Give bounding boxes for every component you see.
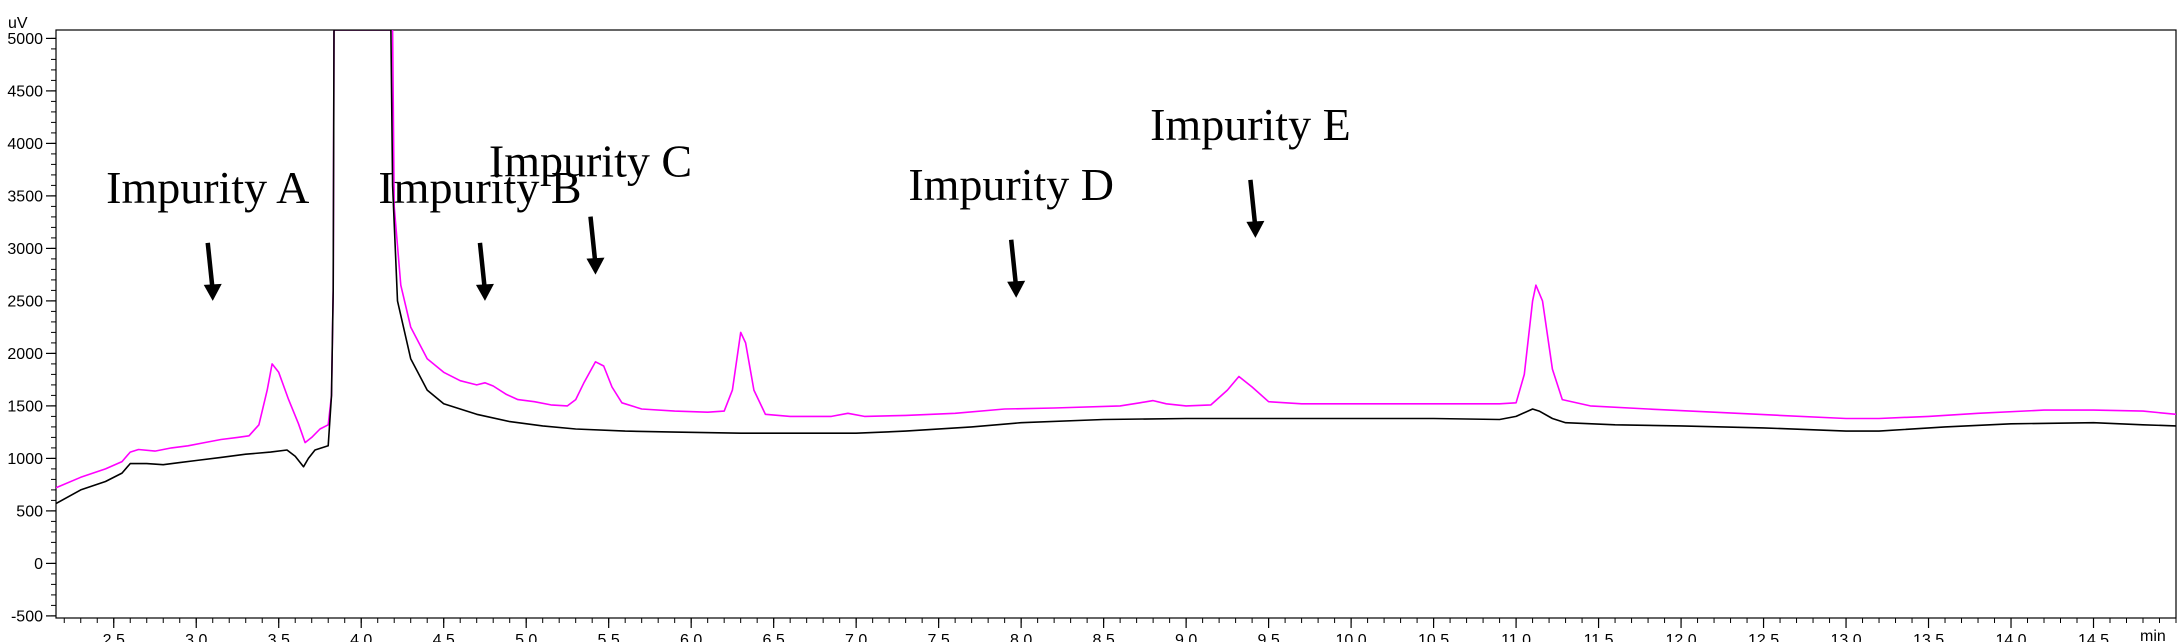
x-tick-label: 12.0 — [1665, 632, 1696, 642]
y-tick-label: 5000 — [7, 31, 43, 48]
plot-area: 2.5 3.0 3.5 4.0 4.5 5.0 5.5 6.0 6.5 7.0 7.5 8.0 8.5 9… — [7, 29, 2177, 642]
annotation-arrow-shaft — [1248, 179, 1258, 229]
x-tick-label: 14.0 — [1995, 632, 2026, 642]
y-tick-label: 4000 — [7, 136, 43, 153]
annotation-arrow-shaft — [205, 242, 215, 292]
sample-trace — [56, 30, 2176, 489]
x-tick-label: 10.0 — [1336, 632, 1367, 642]
plot-frame — [55, 29, 2177, 619]
x-tick-label: 11.5 — [1584, 632, 1614, 642]
x-tick-label: 7.0 — [845, 632, 867, 642]
y-tick-label: 1000 — [7, 451, 43, 468]
y-tick-label: 2000 — [7, 346, 43, 363]
y-tick-label: 500 — [16, 503, 43, 520]
x-tick-label: 4.5 — [433, 632, 455, 642]
x-tick-label: 9.0 — [1175, 632, 1197, 642]
annotation-arrow-shaft — [477, 242, 488, 292]
x-tick-label: 8.0 — [1010, 632, 1032, 642]
x-tick-label: 7.5 — [928, 632, 950, 642]
blank-trace — [56, 30, 2176, 505]
annotation-arrow-head — [586, 257, 605, 275]
annotation-arrow-head — [1007, 280, 1026, 298]
x-tick-label: 5.5 — [598, 632, 620, 642]
x-tick-label: 14.5 — [2078, 632, 2109, 642]
x-tick-label: 6.5 — [763, 632, 785, 642]
annotation-label: Impurity C — [489, 136, 692, 187]
annotation-arrow-head — [1246, 220, 1265, 238]
x-tick-label: 10.5 — [1418, 632, 1449, 642]
x-unit-label: min — [2140, 628, 2166, 642]
y-tick-label: 1500 — [7, 398, 43, 415]
y-tick-label: 3500 — [7, 188, 43, 205]
x-tick-label: 3.0 — [185, 632, 207, 642]
x-tick-label: 6.0 — [680, 632, 702, 642]
y-tick-label: 3000 — [7, 241, 43, 258]
x-tick-label: 12.5 — [1748, 632, 1779, 642]
x-tick-label: 8.5 — [1093, 632, 1115, 642]
x-tick-label: 5.0 — [515, 632, 537, 642]
x-tick-label: 11.0 — [1501, 632, 1531, 642]
x-tick-label: 13.0 — [1830, 632, 1861, 642]
annotation-arrow-head — [203, 283, 222, 301]
y-tick-label: 0 — [34, 556, 43, 573]
x-tick-label: 4.0 — [350, 632, 372, 642]
annotation-label: Impurity D — [908, 159, 1114, 210]
annotation-arrow-shaft — [1008, 239, 1019, 288]
annotation-label: Impurity B — [378, 162, 581, 213]
x-tick-label: 13.5 — [1913, 632, 1944, 642]
y-unit-label: uV — [8, 15, 28, 32]
x-tick-label: 9.5 — [1257, 632, 1279, 642]
y-tick-label: -500 — [11, 608, 43, 625]
x-tick-label: 3.5 — [268, 632, 290, 642]
y-tick-label: 4500 — [7, 83, 43, 100]
annotation-arrow-shaft — [588, 216, 598, 265]
x-tick-label: 2.5 — [103, 632, 125, 642]
y-tick-label: 2500 — [7, 293, 43, 310]
annotation-label: Impurity A — [106, 162, 309, 213]
annotation-label: Impurity E — [1150, 99, 1351, 150]
annotation-arrow-head — [475, 283, 494, 301]
